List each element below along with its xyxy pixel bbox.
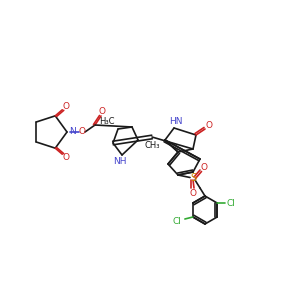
Text: O: O [63,102,70,111]
Text: O: O [63,153,70,162]
Text: Cl: Cl [172,218,181,226]
Text: O: O [200,163,208,172]
Text: CH₃: CH₃ [144,140,160,149]
Text: H₃C: H₃C [99,116,115,125]
Text: Cl: Cl [227,199,236,208]
Text: S: S [190,173,196,183]
Text: HN: HN [169,116,183,125]
Text: O: O [206,122,212,130]
Text: O: O [79,128,86,136]
Text: O: O [98,107,106,116]
Text: N: N [69,128,75,136]
Text: O: O [190,188,196,197]
Text: NH: NH [113,157,127,166]
